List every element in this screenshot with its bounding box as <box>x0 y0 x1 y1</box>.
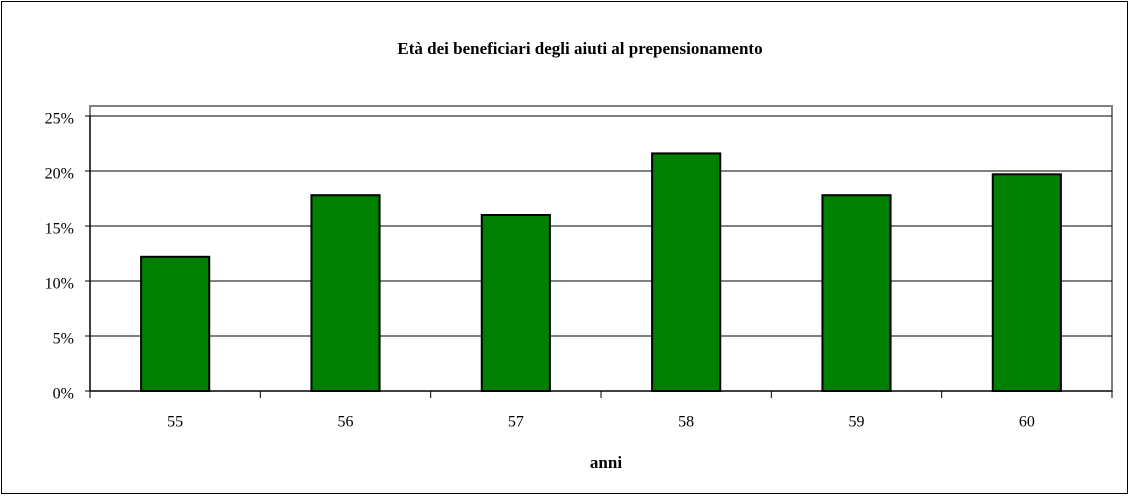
x-tick-label: 57 <box>508 414 524 431</box>
y-tick-label: 15% <box>45 221 74 238</box>
plot-area <box>89 105 1113 392</box>
chart-title: Età dei beneficiari degli aiuti al prepe… <box>397 39 762 58</box>
bar <box>310 194 381 392</box>
x-tick-label: 60 <box>1019 414 1035 431</box>
y-tick-label: 10% <box>45 276 74 293</box>
y-tick-label: 20% <box>45 166 74 183</box>
bar <box>821 194 892 392</box>
bar <box>480 214 551 392</box>
bar <box>651 152 722 392</box>
x-axis-title: anni <box>590 453 622 472</box>
x-tick-label: 55 <box>167 414 183 431</box>
x-tick-label: 58 <box>678 414 694 431</box>
y-tick-label: 5% <box>53 331 74 348</box>
y-tick-label: 25% <box>45 111 74 128</box>
y-tick-label: 0% <box>53 386 74 403</box>
bar <box>991 173 1062 392</box>
x-tick-label: 59 <box>849 414 865 431</box>
bar <box>140 255 211 392</box>
x-tick-label: 56 <box>338 414 354 431</box>
